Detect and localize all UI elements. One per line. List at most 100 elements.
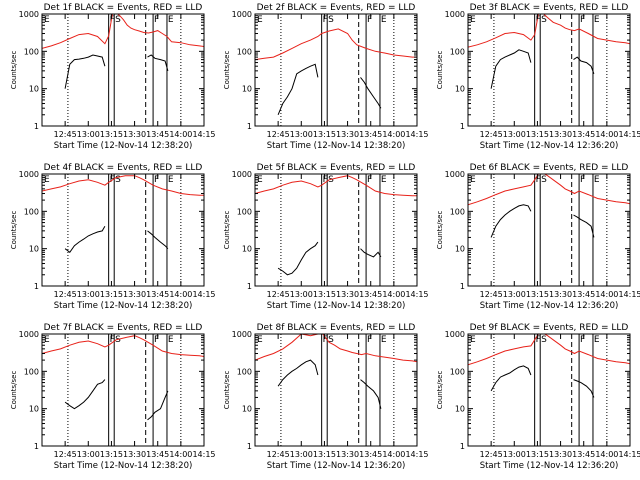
x-tick-label: 12:45 bbox=[480, 130, 503, 139]
events-series-line bbox=[147, 54, 169, 72]
x-tick-label: 13:00 bbox=[290, 450, 313, 459]
phase-marker-label: E bbox=[168, 335, 174, 345]
y-axis-label: Counts/sec bbox=[10, 211, 18, 250]
phase-marker-label: E bbox=[594, 335, 600, 345]
x-tick-label: 14:00 bbox=[595, 450, 618, 459]
y-tick-label: 1000 bbox=[232, 330, 252, 339]
panel-title: Det 5f BLACK = Events, RED = LLD bbox=[257, 163, 416, 173]
x-tick-label: 13:00 bbox=[77, 130, 100, 139]
x-tick-label: 13:45 bbox=[359, 450, 382, 459]
x-tick-label: 13:00 bbox=[503, 130, 526, 139]
phase-marker-label: E bbox=[44, 15, 50, 25]
phase-marker-label: F bbox=[110, 15, 115, 25]
lld-series-line bbox=[468, 174, 630, 206]
plot-frame bbox=[41, 13, 205, 127]
y-tick-label: 1000 bbox=[445, 10, 465, 19]
x-tick-label: 13:15 bbox=[526, 450, 549, 459]
phase-marker-label: E bbox=[470, 335, 476, 345]
x-axis-label: Start Time (12-Nov-14 12:36:20) bbox=[480, 141, 619, 151]
phase-marker-label: F bbox=[367, 335, 372, 345]
phase-marker-label: E bbox=[381, 15, 387, 25]
x-tick-label: 13:15 bbox=[526, 130, 549, 139]
lld-series-line bbox=[468, 14, 630, 48]
events-series-line bbox=[573, 214, 595, 238]
x-tick-label: 14:15 bbox=[618, 450, 640, 459]
y-tick-label: 1 bbox=[34, 122, 39, 131]
phase-marker-label: F bbox=[323, 175, 328, 185]
y-tick-label: 10 bbox=[29, 245, 39, 254]
y-axis-label: Counts/sec bbox=[223, 371, 231, 410]
phase-marker-label: F bbox=[323, 15, 328, 25]
lld-series-line bbox=[255, 175, 417, 197]
phase-marker-label: F bbox=[323, 335, 328, 345]
events-series-line bbox=[573, 56, 595, 74]
x-tick-label: 12:45 bbox=[54, 290, 77, 299]
events-series-line bbox=[360, 77, 382, 109]
y-tick-label: 1 bbox=[460, 442, 465, 451]
x-tick-label: 14:15 bbox=[405, 130, 428, 139]
phase-marker-label: F bbox=[154, 175, 159, 185]
x-tick-label: 13:30 bbox=[336, 450, 359, 459]
x-axis-label: Start Time (12-Nov-14 12:38:20) bbox=[267, 141, 406, 151]
plot-frame bbox=[41, 173, 205, 287]
x-tick-label: 13:30 bbox=[549, 450, 572, 459]
events-series-line bbox=[277, 241, 319, 276]
y-tick-label: 100 bbox=[24, 207, 39, 216]
y-tick-label: 100 bbox=[450, 47, 465, 56]
lld-series-line bbox=[255, 334, 417, 363]
phase-marker-label: E bbox=[168, 15, 174, 25]
x-tick-label: 13:00 bbox=[503, 290, 526, 299]
phase-marker-label: E bbox=[168, 175, 174, 185]
events-series-line bbox=[490, 204, 532, 238]
x-tick-label: 14:00 bbox=[169, 290, 192, 299]
x-axis-label: Start Time (12-Nov-14 12:36:20) bbox=[267, 461, 406, 471]
y-axis-label: Counts/sec bbox=[436, 371, 444, 410]
phase-marker-label: E bbox=[257, 335, 263, 345]
x-tick-label: 14:15 bbox=[192, 130, 215, 139]
y-tick-label: 1000 bbox=[19, 10, 39, 19]
phase-marker-label: E bbox=[594, 15, 600, 25]
events-series-line bbox=[64, 225, 106, 254]
phase-marker-label: F bbox=[580, 15, 585, 25]
phase-marker-label: S bbox=[115, 175, 121, 185]
y-tick-label: 10 bbox=[29, 405, 39, 414]
y-tick-label: 10 bbox=[455, 405, 465, 414]
x-tick-label: 13:45 bbox=[146, 130, 169, 139]
y-axis-label: Counts/sec bbox=[223, 51, 231, 90]
phase-marker-label: S bbox=[541, 335, 547, 345]
x-tick-label: 14:15 bbox=[618, 130, 640, 139]
phase-marker-label: S bbox=[115, 335, 121, 345]
x-tick-label: 13:15 bbox=[313, 450, 336, 459]
plot-frame bbox=[254, 173, 418, 287]
x-tick-label: 14:00 bbox=[595, 290, 618, 299]
x-tick-label: 12:45 bbox=[54, 450, 77, 459]
x-tick-label: 12:45 bbox=[54, 130, 77, 139]
y-tick-label: 1 bbox=[34, 442, 39, 451]
x-tick-label: 14:15 bbox=[192, 290, 215, 299]
lld-series-line bbox=[468, 334, 630, 366]
panel-title: Det 6f BLACK = Events, RED = LLD bbox=[470, 163, 629, 173]
x-tick-label: 13:00 bbox=[503, 450, 526, 459]
phase-marker-label: S bbox=[541, 15, 547, 25]
x-tick-label: 12:45 bbox=[480, 450, 503, 459]
plot-frame bbox=[254, 13, 418, 127]
y-tick-label: 1000 bbox=[445, 170, 465, 179]
y-tick-label: 1000 bbox=[232, 170, 252, 179]
phase-marker-label: E bbox=[257, 15, 263, 25]
x-tick-label: 14:00 bbox=[169, 130, 192, 139]
phase-marker-label: F bbox=[536, 335, 541, 345]
x-tick-label: 13:15 bbox=[313, 130, 336, 139]
x-tick-label: 12:45 bbox=[480, 290, 503, 299]
y-axis-label: Counts/sec bbox=[436, 51, 444, 90]
events-series-line bbox=[64, 54, 106, 89]
y-tick-label: 1 bbox=[247, 442, 252, 451]
phase-marker-label: F bbox=[536, 15, 541, 25]
x-tick-label: 12:45 bbox=[267, 290, 290, 299]
x-tick-label: 13:45 bbox=[572, 290, 595, 299]
lld-series-line bbox=[42, 175, 204, 196]
phase-marker-label: E bbox=[470, 15, 476, 25]
